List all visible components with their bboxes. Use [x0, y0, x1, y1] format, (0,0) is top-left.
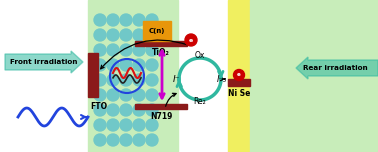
Circle shape	[107, 119, 119, 131]
Circle shape	[146, 44, 158, 56]
Circle shape	[133, 14, 145, 26]
Circle shape	[120, 119, 132, 131]
Circle shape	[234, 69, 245, 81]
Circle shape	[120, 44, 132, 56]
Bar	[250, 0, 378, 152]
Circle shape	[107, 14, 119, 26]
Circle shape	[146, 14, 158, 26]
Text: Re₂: Re₂	[194, 97, 206, 107]
Text: e: e	[237, 73, 241, 78]
Circle shape	[133, 134, 145, 146]
Circle shape	[94, 89, 106, 101]
Bar	[228, 79, 250, 86]
Circle shape	[94, 44, 106, 56]
Circle shape	[94, 104, 106, 116]
FancyArrow shape	[296, 57, 378, 79]
Circle shape	[120, 104, 132, 116]
Circle shape	[133, 119, 145, 131]
Circle shape	[146, 119, 158, 131]
Text: I⁻₃: I⁻₃	[217, 74, 227, 83]
FancyArrowPatch shape	[220, 77, 225, 81]
Circle shape	[94, 14, 106, 26]
Circle shape	[94, 74, 106, 86]
Text: Ox: Ox	[195, 50, 205, 59]
Circle shape	[94, 29, 106, 41]
Circle shape	[146, 134, 158, 146]
Circle shape	[185, 34, 197, 46]
Circle shape	[120, 14, 132, 26]
Circle shape	[94, 59, 106, 71]
Text: e: e	[189, 38, 193, 43]
Text: Front irradiation: Front irradiation	[10, 59, 78, 65]
Circle shape	[146, 89, 158, 101]
Circle shape	[133, 74, 145, 86]
Circle shape	[120, 29, 132, 41]
Circle shape	[120, 134, 132, 146]
Text: Rear irradiation: Rear irradiation	[303, 65, 367, 71]
Circle shape	[107, 134, 119, 146]
FancyArrow shape	[5, 51, 83, 73]
Circle shape	[146, 74, 158, 86]
Text: TiO₂: TiO₂	[152, 48, 170, 57]
Bar	[135, 104, 187, 109]
Text: FTO: FTO	[90, 102, 107, 111]
Circle shape	[107, 44, 119, 56]
Bar	[88, 0, 178, 152]
Circle shape	[120, 74, 132, 86]
Circle shape	[133, 29, 145, 41]
Circle shape	[107, 29, 119, 41]
FancyArrowPatch shape	[81, 115, 86, 119]
FancyArrowPatch shape	[101, 40, 188, 69]
Bar	[88, 53, 98, 97]
Text: N719: N719	[150, 112, 172, 121]
Text: Ni Se: Ni Se	[228, 89, 250, 98]
FancyArrowPatch shape	[166, 93, 176, 106]
Bar	[143, 21, 171, 41]
Circle shape	[107, 104, 119, 116]
Circle shape	[94, 134, 106, 146]
Circle shape	[146, 59, 158, 71]
Circle shape	[133, 89, 145, 101]
Circle shape	[107, 59, 119, 71]
Circle shape	[133, 44, 145, 56]
Circle shape	[94, 119, 106, 131]
Circle shape	[120, 59, 132, 71]
Bar	[228, 0, 250, 152]
Circle shape	[146, 29, 158, 41]
Circle shape	[146, 104, 158, 116]
Circle shape	[107, 74, 119, 86]
Text: I⁻: I⁻	[172, 74, 180, 83]
Circle shape	[107, 89, 119, 101]
Circle shape	[133, 104, 145, 116]
Circle shape	[120, 89, 132, 101]
Circle shape	[133, 59, 145, 71]
Bar	[135, 41, 187, 46]
Text: C(n): C(n)	[149, 28, 165, 34]
